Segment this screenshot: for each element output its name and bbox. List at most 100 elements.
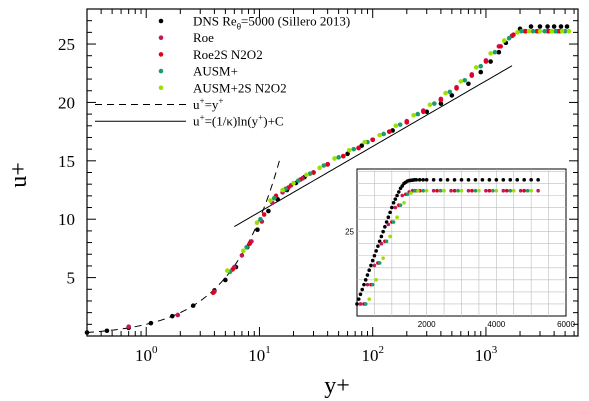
- inset-point-roe: [501, 188, 506, 193]
- point-roe2s-n2o2: [261, 212, 267, 217]
- legend-marker: [158, 35, 164, 40]
- inset-point-ausm-2s-n2o2: [442, 188, 446, 193]
- reference-lines: [86, 65, 513, 333]
- point-dns-re-5000-sillero-2013: [558, 24, 564, 29]
- point-roe: [239, 253, 245, 258]
- inset-point-ausm-2s-n2o2: [511, 188, 516, 193]
- point-ausm-2s-n2o2: [526, 28, 532, 34]
- point-ausm-2s-n2o2: [515, 30, 520, 35]
- inset-point-ausm-2s-n2o2: [367, 297, 371, 301]
- point-dns-re-5000-sillero-2013: [104, 328, 110, 334]
- legend-label: DNS Reθ=5000 (Sillero 2013): [193, 14, 350, 32]
- legend-marker: [158, 52, 164, 57]
- inset-point-dns: [438, 178, 443, 182]
- point-roe2s-n2o2: [404, 119, 410, 125]
- inset-point-roe: [379, 241, 384, 246]
- x-tick-label: 101: [248, 344, 271, 365]
- point-ausm: [397, 122, 403, 127]
- plot-frame: [86, 8, 579, 337]
- inset-point-dns: [397, 190, 401, 194]
- inset-point-ausm: [384, 239, 389, 244]
- inset-point-roe: [393, 205, 398, 210]
- legend-marker: [158, 68, 164, 74]
- point-dns-re-5000-sillero-2013: [449, 93, 455, 98]
- inset-point-roe2s-n2o2: [504, 188, 509, 193]
- point-dns-re-5000-sillero-2013: [496, 49, 502, 55]
- legend-label: AUSM+2S N2O2: [193, 80, 287, 95]
- inset-point-dns: [358, 292, 363, 297]
- inset-point-roe: [484, 188, 488, 193]
- point-ausm-2s-n2o2: [501, 38, 507, 43]
- inset-point-dns: [522, 178, 526, 182]
- point-roe2s-n2o2: [386, 129, 392, 134]
- point-ausm: [351, 146, 357, 152]
- point-ausm-2s-n2o2: [224, 268, 230, 273]
- inset-point-ausm-2s-n2o2: [494, 188, 499, 193]
- inset-point-ausm-2s-n2o2: [529, 188, 533, 193]
- inset-point-roe: [400, 193, 405, 198]
- point-ausm-2s-n2o2: [268, 198, 273, 203]
- inset-point-ausm: [405, 192, 410, 197]
- point-dns-re-5000-sillero-2013: [223, 277, 228, 283]
- y-tick-label: 10: [58, 210, 75, 229]
- point-roe2s-n2o2: [340, 153, 346, 159]
- inset-point-roe: [518, 188, 523, 193]
- point-ausm-2s-n2o2: [458, 79, 464, 84]
- inset-point-ausm: [363, 302, 368, 306]
- inset-point-ausm: [370, 282, 375, 287]
- inset-point-dns: [369, 263, 373, 268]
- inset-point-ausm-2s-n2o2: [395, 215, 399, 219]
- inset-point-ausm: [421, 188, 425, 193]
- point-ausm-2s-n2o2: [393, 123, 399, 129]
- inset-point-ausm-2s-n2o2: [424, 188, 429, 193]
- point-roe: [126, 324, 131, 329]
- point-ausm: [432, 101, 437, 106]
- inset-point-roe2s-n2o2: [452, 188, 457, 193]
- inset-point-dns: [363, 278, 368, 282]
- legend-label: Roe2S N2O2: [193, 47, 263, 62]
- inset-point-dns: [529, 178, 533, 182]
- point-ausm-2s-n2o2: [317, 165, 322, 171]
- point-roe2s-n2o2: [438, 97, 444, 103]
- inset-point-ausm: [412, 188, 417, 193]
- inset-point-dns: [421, 178, 425, 182]
- inset-point-ausm-2s-n2o2: [374, 278, 378, 282]
- legend-label: u+=(1/κ)ln(y+)+C: [193, 113, 284, 129]
- inset-point-dns: [374, 249, 378, 253]
- inset-point-ausm-2s-n2o2: [402, 200, 406, 205]
- point-dns-re-5000-sillero-2013: [190, 303, 196, 308]
- inset-point-dns: [501, 178, 506, 182]
- inset-point-ausm-2s-n2o2: [409, 191, 413, 195]
- inset-x-tick-label: 4000: [487, 320, 505, 329]
- inset-point-roe2s-n2o2: [522, 188, 526, 193]
- point-dns-re-5000-sillero-2013: [275, 197, 281, 202]
- inset-point-roe: [358, 302, 363, 306]
- point-ausm-2s-n2o2: [304, 172, 309, 178]
- legend-label: u+=y+: [193, 96, 224, 112]
- inset-point-dns: [393, 197, 398, 201]
- inset-point-dns: [487, 178, 492, 182]
- point-roe2s-n2o2: [421, 109, 426, 115]
- inset-point-ausm: [491, 188, 495, 193]
- inset-point-dns: [445, 178, 450, 182]
- inset-point-roe: [372, 263, 377, 268]
- inset-point-dns: [473, 178, 478, 182]
- inset-point-dns: [508, 178, 513, 182]
- inset-point-dns: [376, 244, 380, 248]
- x-axis-title: y+: [324, 373, 350, 399]
- point-roe2s-n2o2: [370, 137, 375, 143]
- point-roe2s-n2o2: [454, 86, 459, 91]
- inset-point-ausm: [377, 261, 382, 265]
- point-ausm: [381, 131, 386, 137]
- inset-point-ausm: [398, 203, 403, 207]
- inset-point-dns: [391, 200, 396, 205]
- inset-point-dns: [372, 253, 377, 258]
- inset-point-roe: [365, 282, 370, 287]
- point-roe2s-n2o2: [483, 59, 489, 64]
- inset-point-dns: [414, 178, 419, 182]
- point-roe2s-n2o2: [511, 32, 516, 37]
- point-ausm-2s-n2o2: [473, 65, 479, 70]
- legend: DNS Reθ=5000 (Sillero 2013)Roe Roe2S N2O2…: [95, 14, 350, 129]
- inset-point-roe2s-n2o2: [435, 188, 439, 193]
